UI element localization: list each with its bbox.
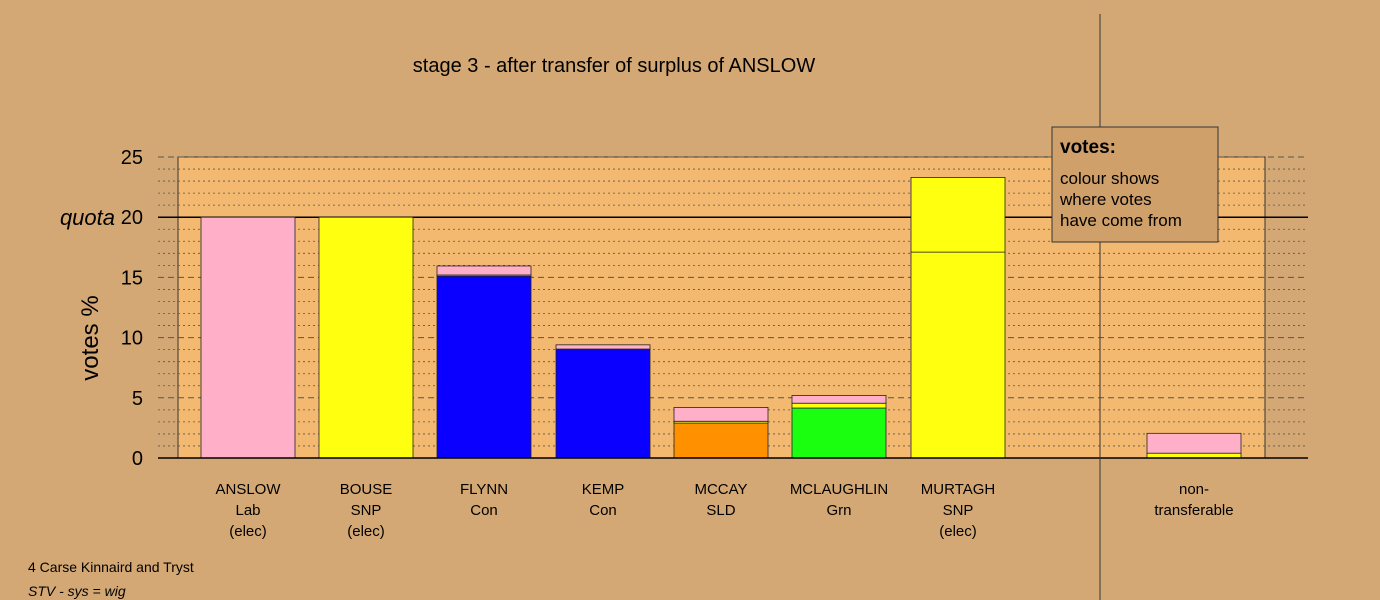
y-tick-label: 15 — [121, 267, 143, 289]
constituency-label: 4 Carse Kinnaird and Tryst — [28, 559, 194, 575]
legend-background — [1051, 126, 1219, 243]
bar-murtagh — [910, 177, 1006, 459]
candidate-label: MCCAY — [694, 481, 747, 498]
y-tick-label: 5 — [132, 388, 143, 410]
bar-segment — [436, 275, 532, 459]
bar-segment — [1146, 432, 1242, 454]
candidate-label: (elec) — [347, 523, 385, 540]
bar-mccay — [673, 407, 769, 459]
candidate-label: Con — [470, 502, 498, 519]
bar-segment — [791, 394, 887, 404]
legend-box: votes: colour shows where votes have com… — [1051, 126, 1219, 243]
bar-segment — [791, 407, 887, 459]
chart-title: stage 3 - after transfer of surplus of A… — [413, 55, 816, 77]
quota-label: quota — [60, 205, 115, 230]
y-tick-label: 20 — [121, 207, 143, 229]
y-tick-labels: 0 5 10 15 20 25 — [121, 147, 143, 470]
bar-segment — [200, 216, 296, 459]
legend-line-1: colour shows — [1060, 169, 1159, 188]
bar-flynn — [436, 265, 532, 459]
bar-segment — [791, 402, 887, 409]
bar-segment — [910, 251, 1006, 459]
candidate-label: (elec) — [939, 523, 977, 540]
candidate-label: non- — [1179, 481, 1209, 498]
candidate-label: Con — [589, 502, 617, 519]
candidate-labels: ANSLOW Lab (elec) BOUSE SNP (elec) FLYNN Con KEM… — [215, 481, 1233, 540]
bar-segment — [436, 265, 532, 276]
candidate-label: SNP — [351, 502, 382, 519]
candidate-label: SLD — [706, 502, 735, 519]
candidate-label: FLYNN — [460, 481, 508, 498]
bar-segment — [555, 349, 651, 459]
candidate-label: ANSLOW — [215, 481, 281, 498]
y-tick-label: 10 — [121, 328, 143, 350]
bar-segment — [673, 407, 769, 422]
bar-segment — [318, 216, 414, 459]
y-tick-label: 0 — [132, 448, 143, 470]
y-tick-label: 25 — [121, 147, 143, 169]
legend-title: votes: — [1060, 137, 1116, 158]
legend-line-3: have come from — [1060, 211, 1182, 230]
bar-anslow — [200, 216, 296, 459]
candidate-label: BOUSE — [340, 481, 393, 498]
bar-segment — [673, 422, 769, 459]
legend-line-2: where votes — [1059, 190, 1152, 209]
y-axis-label: votes % — [77, 295, 104, 380]
candidate-label: Lab — [235, 502, 260, 519]
candidate-label: MCLAUGHLIN — [790, 481, 888, 498]
candidate-label: KEMP — [582, 481, 625, 498]
bar-mclaughlin — [791, 394, 887, 459]
candidate-label: Grn — [826, 502, 851, 519]
bar-kemp — [555, 344, 651, 459]
candidate-label: SNP — [943, 502, 974, 519]
axes-group — [158, 14, 1308, 600]
bar-segment — [910, 177, 1006, 253]
bar-non — [1146, 432, 1242, 459]
candidate-label: transferable — [1154, 502, 1233, 519]
system-label: STV - sys = wig — [28, 583, 126, 599]
bars-group — [200, 177, 1242, 459]
bar-segment — [555, 344, 651, 350]
candidate-label: (elec) — [229, 523, 267, 540]
candidate-label: MURTAGH — [921, 481, 995, 498]
bar-bouse — [318, 216, 414, 459]
